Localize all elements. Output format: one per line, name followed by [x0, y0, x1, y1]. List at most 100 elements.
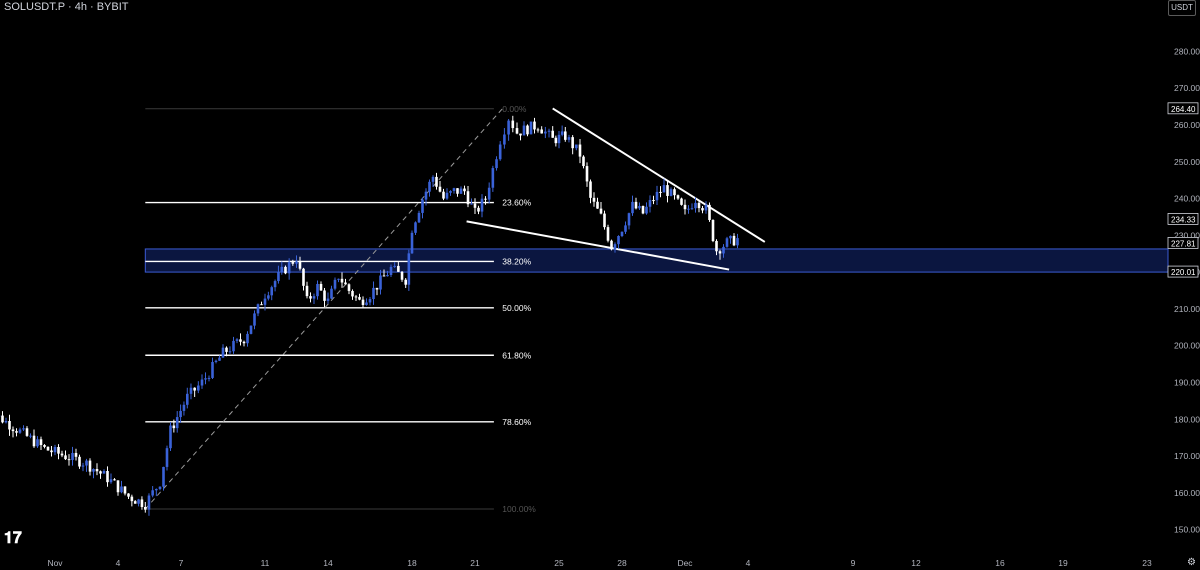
- candle-body: [351, 290, 354, 297]
- x-tick-label: Nov: [47, 558, 63, 568]
- x-tick-label: 9: [851, 558, 856, 568]
- candle-body: [732, 235, 736, 246]
- candle-body: [526, 125, 529, 135]
- support-zone: [144, 248, 1169, 273]
- candle-body: [137, 499, 140, 504]
- candle-body: [172, 425, 176, 429]
- candle-body: [533, 121, 536, 130]
- candle-body: [560, 131, 564, 135]
- candle-body: [404, 279, 407, 285]
- candle-body: [477, 207, 480, 212]
- candle-body: [15, 431, 18, 433]
- y-tick-label: 150.00: [1174, 525, 1200, 535]
- candle-body: [109, 479, 113, 483]
- candle-body: [589, 181, 592, 198]
- candle-body: [379, 275, 382, 290]
- candle-body: [263, 298, 267, 305]
- candle-body: [133, 501, 137, 504]
- gear-icon[interactable]: ⚙: [1187, 557, 1196, 568]
- candle-body: [680, 198, 683, 205]
- candle-body: [361, 299, 365, 305]
- candle-body: [78, 456, 81, 467]
- candle-body: [123, 486, 127, 494]
- price-label-box: [1167, 102, 1199, 115]
- trendline[interactable]: [144, 108, 503, 510]
- candle-body: [610, 240, 613, 250]
- price-label: 234.33: [1171, 215, 1196, 224]
- currency-selector-button[interactable]: USDT: [1168, 0, 1196, 16]
- candle-body: [106, 470, 109, 483]
- candle-body: [29, 435, 32, 437]
- candle-body: [498, 144, 502, 160]
- candle-body: [277, 271, 280, 282]
- x-tick-label: 16: [995, 558, 1005, 568]
- candle-body: [414, 222, 417, 233]
- candle-body: [459, 188, 463, 194]
- trendline[interactable]: [466, 220, 730, 271]
- candle-body: [375, 287, 379, 290]
- candle-body: [330, 288, 333, 299]
- candle-body: [228, 351, 232, 353]
- candle-body: [627, 213, 631, 226]
- candle-body: [270, 287, 274, 296]
- candle-body: [71, 452, 74, 460]
- y-tick-label: 210.00: [1174, 304, 1200, 314]
- fib-level-label: 100.00%: [502, 504, 536, 514]
- candle-body: [18, 429, 22, 433]
- candle-body: [722, 246, 725, 254]
- x-tick-label: 4: [116, 558, 121, 568]
- candle-body: [624, 225, 627, 232]
- candle-body: [140, 499, 144, 507]
- candle-body: [466, 191, 470, 205]
- candle-body: [708, 204, 711, 220]
- candle-body: [295, 261, 298, 264]
- candle-body: [424, 191, 428, 200]
- candle-body: [305, 285, 309, 297]
- candle-body: [200, 379, 204, 386]
- candle-body: [596, 201, 599, 209]
- candle-body: [470, 203, 473, 205]
- candle-body: [617, 236, 620, 245]
- candle-body: [64, 455, 67, 460]
- candle-body: [503, 134, 506, 145]
- candle-body: [323, 290, 326, 301]
- candle-body: [211, 361, 214, 378]
- y-tick-label: 200.00: [1174, 341, 1200, 351]
- candle-body: [582, 156, 585, 167]
- candle-body: [67, 459, 71, 461]
- price-label-box: [1167, 213, 1199, 225]
- candle-body: [197, 385, 200, 391]
- candle-body: [368, 299, 372, 303]
- fib-level-label: 50.00%: [502, 303, 531, 313]
- x-tick-label: 12: [911, 558, 921, 568]
- candle-body: [438, 186, 442, 192]
- candle-body: [393, 265, 396, 267]
- candle-body: [428, 181, 431, 192]
- candle-body: [127, 493, 130, 497]
- candle-body: [280, 266, 284, 272]
- candle-body: [547, 130, 551, 132]
- candle-body: [340, 278, 344, 283]
- candle-body: [386, 274, 389, 277]
- candle-body: [256, 304, 260, 314]
- y-tick-label: 190.00: [1174, 377, 1200, 387]
- candle-body: [333, 279, 337, 289]
- candle-body: [302, 268, 305, 286]
- candle-body: [57, 447, 60, 454]
- candle-body: [36, 439, 39, 447]
- candle-body: [22, 428, 25, 430]
- x-tick-label: 19: [1058, 558, 1068, 568]
- candle-body: [39, 439, 43, 446]
- candle-body: [484, 198, 487, 200]
- x-tick-label: 25: [554, 558, 564, 568]
- x-tick-label: Dec: [677, 558, 693, 568]
- candle-body: [659, 191, 662, 193]
- candle-body: [397, 265, 400, 272]
- candle-body: [522, 125, 526, 136]
- candle-body: [652, 200, 655, 202]
- candle-body: [88, 460, 92, 472]
- candle-body: [337, 278, 340, 280]
- trendline[interactable]: [552, 107, 766, 243]
- candle-body: [249, 325, 253, 334]
